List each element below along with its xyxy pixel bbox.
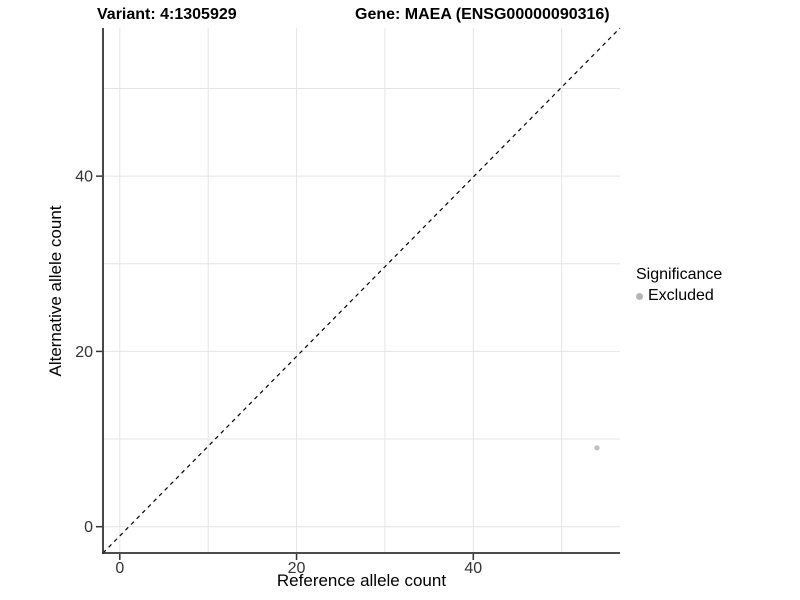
x-axis-title: Reference allele count bbox=[276, 571, 447, 590]
legend-item-label: Excluded bbox=[648, 287, 714, 304]
legend-title: Significance bbox=[636, 266, 723, 283]
legend-item-excluded: Excluded bbox=[636, 287, 722, 305]
identity-line bbox=[102, 27, 621, 554]
y-tick-label: 40 bbox=[75, 169, 93, 186]
gene-title: Gene: MAEA (ENSG00000090316) bbox=[355, 6, 610, 23]
x-tick-label: 0 bbox=[115, 560, 124, 577]
data-point-excluded bbox=[594, 445, 600, 451]
legend-point-icon bbox=[636, 292, 643, 300]
y-tick-label: 0 bbox=[84, 519, 93, 536]
y-tick-label: 20 bbox=[75, 344, 93, 361]
variant-title: Variant: 4:1305929 bbox=[97, 6, 237, 23]
x-tick-label: 20 bbox=[288, 560, 306, 577]
x-tick-label: 40 bbox=[464, 560, 482, 577]
y-axis-title: Alternative allele count bbox=[46, 205, 65, 377]
legend: Significance Excluded bbox=[636, 266, 722, 305]
